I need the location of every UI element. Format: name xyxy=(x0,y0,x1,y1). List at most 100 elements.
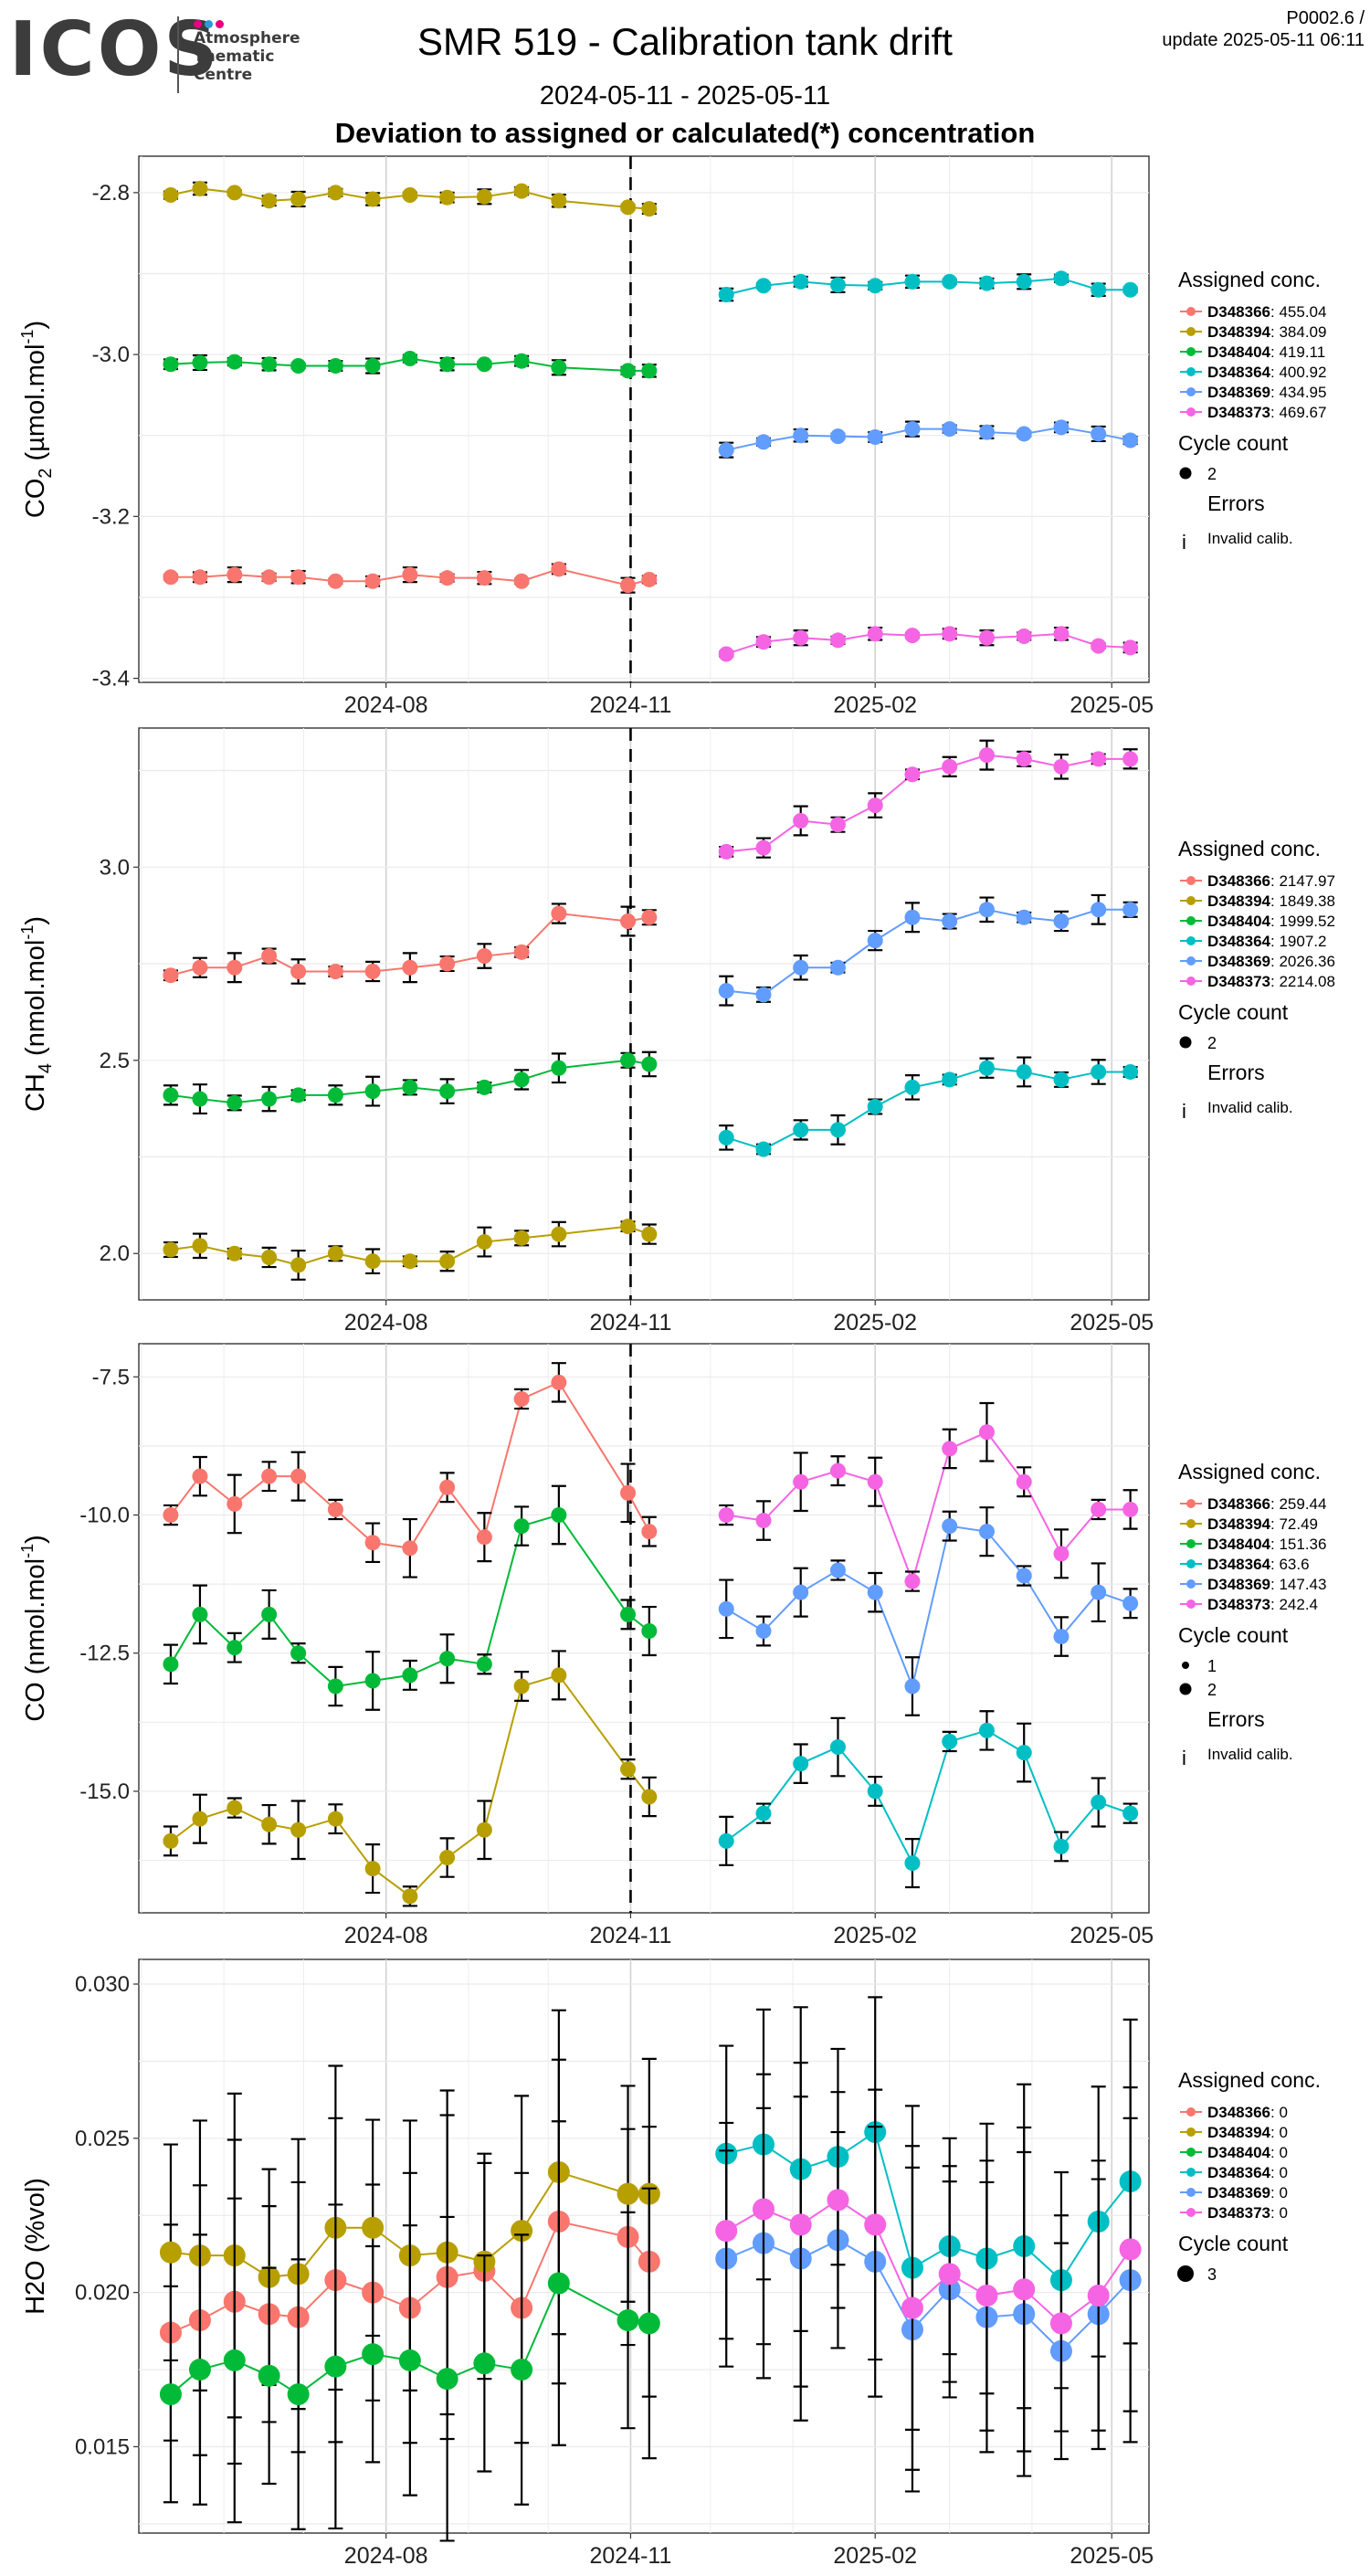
data-point xyxy=(511,2220,533,2243)
data-point xyxy=(978,424,995,440)
update-info: P0002.6 / update 2025-05-11 06:11 xyxy=(1162,7,1365,51)
data-point xyxy=(904,1855,921,1872)
data-point xyxy=(439,189,456,206)
plot-area xyxy=(138,1958,1150,2534)
data-point xyxy=(1049,2312,1072,2335)
data-point xyxy=(551,905,567,922)
data-point xyxy=(978,1060,995,1076)
legend-key-dot xyxy=(1186,896,1196,905)
data-point xyxy=(1091,902,1107,918)
data-point xyxy=(327,185,343,201)
data-point xyxy=(942,913,958,929)
x-tick-label: 2025-02 xyxy=(833,1923,917,1948)
data-point xyxy=(755,434,772,450)
legend-item: D348369: 0 xyxy=(1207,2184,1288,2201)
legend-key-dot xyxy=(1186,367,1196,376)
cycle-count-key xyxy=(1179,467,1192,480)
data-point xyxy=(1016,1063,1032,1080)
data-point xyxy=(551,1507,567,1524)
data-point xyxy=(978,1424,995,1441)
y-tick-label: 0.020 xyxy=(75,2281,130,2306)
data-point xyxy=(327,1245,343,1262)
series-D348364 xyxy=(718,270,1139,303)
data-point xyxy=(904,1678,921,1694)
data-point xyxy=(227,1495,243,1512)
data-point xyxy=(755,987,772,1003)
x-tick-label: 2025-02 xyxy=(833,2543,917,2569)
legend-key-dot xyxy=(1186,977,1196,986)
data-point xyxy=(755,1805,772,1821)
data-point xyxy=(476,188,492,205)
data-point xyxy=(511,2359,533,2381)
data-point xyxy=(227,1245,243,1262)
icos-logo: ICOS Atmosphere Thematic Centre xyxy=(5,7,307,99)
data-point xyxy=(904,1079,921,1095)
data-point xyxy=(439,356,456,373)
data-point xyxy=(327,963,343,979)
y-tick-label: -12.5 xyxy=(79,1642,130,1666)
data-point xyxy=(616,2309,639,2332)
data-point xyxy=(364,1535,381,1551)
legend-key-dot xyxy=(1186,2127,1196,2137)
errors-title: Errors xyxy=(1207,1061,1265,1084)
legend-item: D348364: 0 xyxy=(1207,2164,1288,2181)
data-point xyxy=(163,1087,179,1103)
data-point xyxy=(978,275,995,291)
legend-item: D348364: 400.92 xyxy=(1207,364,1326,381)
legend-key-dot xyxy=(1186,2107,1196,2117)
data-point xyxy=(439,1850,456,1866)
data-point xyxy=(261,1249,278,1265)
data-point xyxy=(290,569,307,586)
data-point xyxy=(163,1832,179,1849)
data-point xyxy=(364,1083,381,1100)
data-point xyxy=(1053,270,1070,287)
cycle-count-label: 2 xyxy=(1207,465,1217,483)
data-point xyxy=(1122,902,1139,918)
data-point xyxy=(1091,1063,1107,1080)
data-point xyxy=(793,813,809,829)
data-point xyxy=(829,277,846,293)
data-point xyxy=(1122,432,1139,449)
data-point xyxy=(513,353,530,369)
errors-label: Invalid calib. xyxy=(1207,1099,1293,1116)
legend-key-dot xyxy=(1186,387,1196,396)
data-point xyxy=(551,1060,567,1076)
data-point xyxy=(513,573,530,589)
data-point xyxy=(159,2383,182,2406)
y-tick-label: -15.0 xyxy=(79,1779,130,1804)
data-point xyxy=(620,199,637,216)
data-point xyxy=(1053,419,1070,436)
data-point xyxy=(551,359,567,375)
data-point xyxy=(192,1811,208,1827)
data-point xyxy=(1091,1794,1107,1811)
legend-item: D348394: 384.09 xyxy=(1207,323,1326,341)
legend-item: D348373: 0 xyxy=(1207,2204,1288,2222)
data-point xyxy=(641,1226,658,1242)
legend-item: D348366: 455.04 xyxy=(1207,303,1326,321)
data-point xyxy=(829,959,846,976)
data-point xyxy=(290,1468,307,1484)
data-point xyxy=(793,428,809,444)
legend-item: D348364: 63.6 xyxy=(1207,1556,1310,1573)
data-point xyxy=(402,959,418,976)
data-point xyxy=(547,2272,570,2295)
data-point xyxy=(1091,1584,1107,1600)
data-point xyxy=(163,967,179,984)
data-point xyxy=(641,1789,658,1805)
data-point xyxy=(362,2216,385,2239)
cycle-count-key xyxy=(1177,2265,1194,2282)
data-point xyxy=(978,629,995,646)
data-point xyxy=(439,1479,456,1495)
panel-3: 0.030 0.025 0.020 0.015 2024-08 2024-11 2025-0… xyxy=(21,1958,1321,2569)
data-point xyxy=(327,573,343,589)
data-point xyxy=(261,193,278,209)
legend-title: Assigned conc. xyxy=(1178,2068,1321,2092)
data-point xyxy=(290,1645,307,1662)
data-point xyxy=(476,1656,492,1673)
panel-2: -7.5 -10.0 -12.5 -15.0 2024-08 2024-11 2025-02… xyxy=(18,1343,1326,1948)
legend-item: D348369: 2026.36 xyxy=(1207,953,1335,970)
data-point xyxy=(942,758,958,775)
data-point xyxy=(867,278,883,294)
data-point xyxy=(227,1640,243,1656)
series-D348404 xyxy=(163,351,658,379)
